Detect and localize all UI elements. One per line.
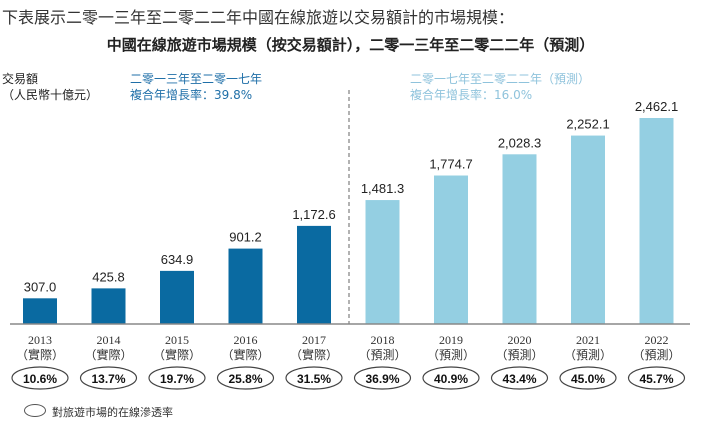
value-label-2015: 634.9	[161, 252, 194, 267]
y-axis-unit: （人民幣十億元）	[2, 88, 99, 102]
penetration-ellipse-2018	[353, 366, 412, 390]
x-tick-label-2018: 2018	[371, 333, 395, 347]
penetration-ellipse-2017	[285, 366, 343, 390]
x-sublabel-2013: （實際）	[16, 347, 64, 362]
bar-2021	[571, 135, 605, 324]
period-forecast-cagr: 複合年增長率：16.0%	[410, 88, 533, 102]
value-label-2016: 901.2	[229, 230, 262, 245]
x-tick-label-2022: 2022	[645, 333, 669, 347]
value-label-2021: 2,252.1	[566, 117, 609, 132]
x-tick-label-2014: 2014	[97, 333, 121, 347]
penetration-ellipse-2013	[11, 366, 69, 390]
x-tick-label-2016: 2016	[234, 333, 258, 347]
penetration-label-2020: 43.4%	[502, 372, 536, 386]
penetration-label-2021: 45.0%	[571, 372, 605, 386]
period-actual-cagr: 複合年增長率：39.8%	[130, 88, 253, 102]
value-label-2020: 2,028.3	[498, 135, 541, 150]
penetration-label-2022: 45.7%	[639, 372, 673, 386]
x-sublabel-2015: （實際）	[153, 347, 201, 362]
period-actual-label: 二零一三年至二零一七年	[130, 72, 263, 86]
penetration-label-2018: 36.9%	[365, 372, 399, 386]
penetration-ellipse-2021	[559, 366, 617, 390]
penetration-label-2019: 40.9%	[434, 372, 468, 386]
bar-2020	[502, 154, 537, 324]
penetration-ellipse-2019	[422, 366, 480, 390]
x-sublabel-2021: （預測）	[564, 348, 612, 362]
bar-2014	[91, 288, 126, 324]
value-label-2013: 307.0	[24, 279, 57, 294]
chart-title: 中國在線旅遊市場規模（按交易額計），二零一三年至二零二二年（預測）	[106, 36, 595, 54]
penetration-label-2014: 13.7%	[91, 372, 125, 386]
x-tick-label-2013: 2013	[28, 333, 52, 347]
value-label-2022: 2,462.1	[635, 99, 678, 114]
penetration-label-2013: 10.6%	[23, 372, 57, 386]
penetration-ellipse-2015	[148, 366, 206, 390]
legend-ellipse-icon	[24, 404, 46, 417]
bar-2013	[23, 298, 57, 324]
intro-text: 下表展示二零一三年至二零二二年中國在線旅遊以交易額計的市場規模：	[2, 8, 515, 27]
x-sublabel-2014: （實際）	[84, 347, 132, 362]
x-sublabel-2020: （預測）	[495, 348, 543, 362]
penetration-ellipse-2022	[627, 366, 686, 390]
bar-2018	[365, 200, 400, 324]
x-sublabel-2018: （預測）	[358, 348, 406, 362]
period-forecast-label: 二零一七年至二零二二年（預測）	[410, 72, 591, 86]
penetration-ellipse-2014	[79, 366, 138, 390]
bar-2017	[297, 225, 331, 324]
x-sublabel-2019: （預測）	[427, 348, 475, 362]
penetration-ellipse-2020	[490, 366, 549, 390]
value-label-2017: 1,172.6	[292, 207, 335, 222]
x-tick-label-2017: 2017	[302, 333, 326, 347]
x-sublabel-2022: （預測）	[632, 348, 680, 362]
value-label-2014: 425.8	[92, 269, 125, 284]
penetration-label-2016: 25.8%	[228, 372, 262, 386]
penetration-ellipse-2016	[216, 366, 275, 390]
y-axis-label: 交易額	[2, 72, 39, 86]
legend-label: 對旅遊市場的在線滲透率	[52, 406, 173, 419]
x-sublabel-2016: （實際）	[221, 347, 269, 362]
penetration-label-2017: 31.5%	[297, 372, 331, 386]
penetration-label-2015: 19.7%	[160, 372, 194, 386]
x-sublabel-2017: （實際）	[290, 347, 338, 362]
bar-2022	[639, 118, 674, 324]
bar-2019	[434, 175, 468, 324]
x-tick-label-2020: 2020	[508, 333, 532, 347]
bar-2016	[228, 248, 263, 324]
bar-2015	[160, 270, 194, 324]
x-tick-label-2015: 2015	[165, 333, 189, 347]
x-tick-label-2021: 2021	[576, 333, 600, 347]
value-label-2019: 1,774.7	[429, 157, 472, 172]
x-tick-label-2019: 2019	[439, 333, 463, 347]
value-label-2018: 1,481.3	[361, 181, 404, 196]
